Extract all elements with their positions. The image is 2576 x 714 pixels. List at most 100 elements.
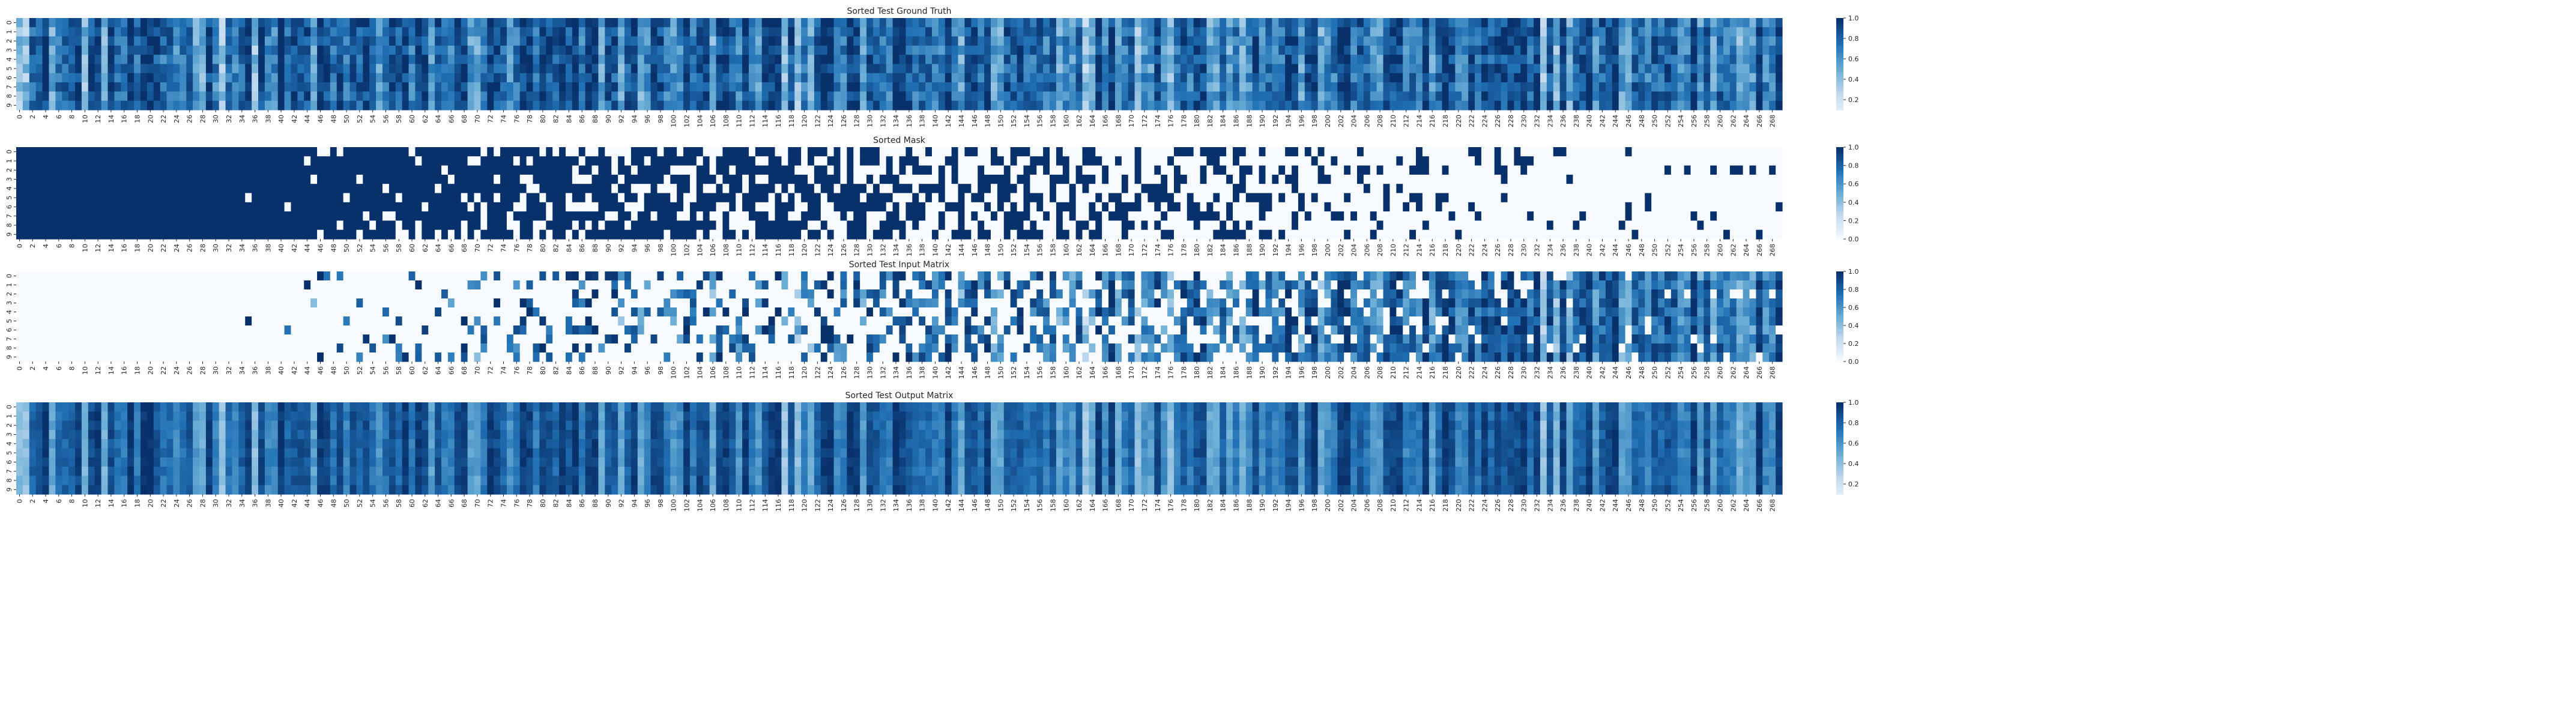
heatmap-cell xyxy=(879,100,887,110)
heatmap-cell xyxy=(480,45,488,55)
heatmap-cell xyxy=(219,202,226,212)
heatmap-cell xyxy=(670,36,677,46)
heatmap-cell xyxy=(68,82,76,92)
heatmap-cell xyxy=(945,27,952,37)
heatmap-cell xyxy=(1141,91,1149,101)
heatmap-cell xyxy=(271,147,279,157)
heatmap-cell xyxy=(461,184,468,194)
heatmap-cell xyxy=(1697,27,1704,37)
heatmap-cell xyxy=(232,174,239,184)
heatmap-cell xyxy=(258,36,265,46)
heatmap-cell xyxy=(578,18,586,28)
heatmap-cell xyxy=(1331,184,1338,194)
heatmap-cell xyxy=(1442,156,1450,166)
heatmap-cell xyxy=(1729,184,1737,194)
heatmap-cell xyxy=(1645,147,1652,157)
heatmap-cell xyxy=(1311,165,1319,175)
heatmap-cell xyxy=(755,73,763,83)
heatmap-cell xyxy=(801,147,808,157)
heatmap-cell xyxy=(1442,36,1450,46)
heatmap-cell xyxy=(1651,73,1658,83)
heatmap-cell xyxy=(297,184,304,194)
heatmap-cell xyxy=(68,18,76,28)
heatmap-cell xyxy=(1220,55,1227,65)
heatmap-cell xyxy=(1370,55,1377,65)
heatmap-cell xyxy=(978,36,985,46)
heatmap-cell xyxy=(252,64,259,74)
heatmap-cell xyxy=(389,27,396,37)
heatmap-cell xyxy=(768,18,776,28)
heatmap-cell xyxy=(447,18,455,28)
heatmap-cell xyxy=(382,174,390,184)
heatmap-cell xyxy=(1311,18,1319,28)
heatmap-cell xyxy=(62,100,69,110)
heatmap-cell xyxy=(68,184,76,194)
heatmap-cell xyxy=(1756,184,1763,194)
heatmap-cell xyxy=(199,174,207,184)
heatmap-cell xyxy=(1704,165,1711,175)
heatmap-cell xyxy=(1769,165,1776,175)
heatmap-cell xyxy=(1200,147,1208,157)
heatmap-cell xyxy=(598,174,605,184)
heatmap-cell xyxy=(1036,156,1044,166)
heatmap-cell xyxy=(284,184,292,194)
heatmap-cell xyxy=(1704,184,1711,194)
heatmap-cell xyxy=(526,184,534,194)
heatmap-cell xyxy=(474,165,481,175)
heatmap-cell xyxy=(781,82,788,92)
heatmap-cell xyxy=(833,73,841,83)
heatmap-cell xyxy=(428,184,435,194)
heatmap-cell xyxy=(101,202,109,212)
heatmap-cell xyxy=(1520,82,1528,92)
heatmap-cell xyxy=(1128,100,1135,110)
heatmap-cell xyxy=(1756,156,1763,166)
heatmap-cell xyxy=(1134,27,1142,37)
heatmap-cell xyxy=(271,55,279,65)
heatmap-cell xyxy=(1180,27,1188,37)
heatmap-cell xyxy=(101,18,109,28)
heatmap-cell xyxy=(1161,45,1168,55)
heatmap-cell xyxy=(1292,193,1299,203)
heatmap-cell xyxy=(1167,174,1175,184)
heatmap-cell xyxy=(1704,82,1711,92)
heatmap-cell xyxy=(611,184,618,194)
heatmap-cell xyxy=(1226,36,1233,46)
heatmap-cell xyxy=(160,91,168,101)
heatmap-cell xyxy=(1023,73,1030,83)
heatmap-cell xyxy=(670,184,677,194)
heatmap-cell xyxy=(153,174,161,184)
heatmap-cell xyxy=(801,165,808,175)
heatmap-cell xyxy=(513,202,521,212)
heatmap-cell xyxy=(474,193,481,203)
heatmap-cell xyxy=(938,45,946,55)
heatmap-cell xyxy=(363,91,370,101)
heatmap-cell xyxy=(1749,45,1757,55)
x-tick-label: 190 xyxy=(1259,115,1266,127)
heatmap-cell xyxy=(775,193,782,203)
heatmap-cell xyxy=(1187,55,1194,65)
heatmap-cell xyxy=(1710,193,1717,203)
heatmap-cell xyxy=(1462,193,1469,203)
heatmap-cell xyxy=(461,45,468,55)
heatmap-cell xyxy=(107,211,115,221)
heatmap-cell xyxy=(1487,27,1495,37)
colorbar-segment xyxy=(1836,35,1843,37)
heatmap-cell xyxy=(559,36,566,46)
heatmap-cell xyxy=(1095,73,1102,83)
heatmap-cell xyxy=(951,18,959,28)
heatmap-cell xyxy=(343,64,351,74)
heatmap-cell xyxy=(931,156,939,166)
heatmap-cell xyxy=(258,73,265,83)
heatmap-cell xyxy=(1566,156,1574,166)
heatmap-cell xyxy=(1350,174,1358,184)
heatmap-cell xyxy=(637,36,645,46)
x-tick-label: 210 xyxy=(1389,115,1397,127)
heatmap-cell xyxy=(487,147,494,157)
heatmap-cell xyxy=(1579,147,1586,157)
heatmap-cell xyxy=(1475,73,1482,83)
heatmap-cell xyxy=(441,73,449,83)
heatmap-cell xyxy=(1298,156,1305,166)
heatmap-cell xyxy=(552,100,560,110)
heatmap-cell xyxy=(788,64,795,74)
heatmap-cell xyxy=(1501,73,1508,83)
